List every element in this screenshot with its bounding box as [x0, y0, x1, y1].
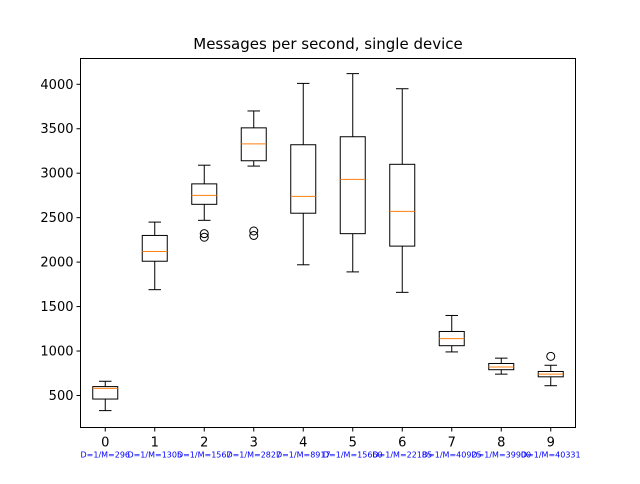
x-tick-label: 5 [349, 436, 357, 451]
y-tick-label: 4000 [40, 78, 73, 93]
plot-frame [80, 58, 576, 428]
y-tick-label: 500 [49, 389, 74, 404]
y-tick-label: 2500 [40, 211, 73, 226]
y-tick-label: 2000 [40, 256, 73, 271]
y-axis: 500 1000 1500 2000 2500 3000 3500 4000 [40, 78, 81, 404]
x-sub-label: D=1/M=22185 [372, 451, 432, 460]
y-tick-label: 3000 [40, 167, 73, 182]
x-sub-label: D=1/M=40925 [422, 451, 482, 460]
y-tick-label: 1000 [40, 345, 73, 360]
outlier-point [199, 232, 209, 242]
x-tick-label: 3 [250, 436, 258, 451]
iqr-box [92, 386, 119, 400]
x-axis: 0D=1/M=2961D=1/M=13052D=1/M=15673D=1/M=2… [80, 427, 581, 460]
x-tick-label: 6 [398, 436, 406, 451]
iqr-box [290, 144, 317, 214]
outlier-point [546, 351, 556, 361]
x-sub-label: D=1/M=15660 [323, 451, 383, 460]
box-6 [389, 88, 416, 293]
y-tick-label: 1500 [40, 300, 73, 315]
box-7 [438, 314, 465, 353]
y-tick-label: 3500 [40, 122, 73, 137]
iqr-box [191, 183, 218, 205]
plot-area [92, 73, 564, 412]
x-tick-label: 7 [448, 436, 456, 451]
x-tick-label: 4 [299, 436, 307, 451]
x-sub-label: D=1/M=1567 [177, 451, 232, 460]
x-sub-label: D=1/M=8917 [276, 451, 331, 460]
box-4 [290, 82, 317, 266]
outlier-point [249, 230, 259, 240]
x-sub-label: D=1/M=2827 [226, 451, 281, 460]
iqr-box [339, 136, 366, 235]
box-1 [141, 221, 168, 291]
iqr-box [141, 234, 168, 262]
x-sub-label: D=1/M=296 [80, 451, 130, 460]
box-9 [537, 351, 564, 387]
iqr-box [389, 163, 416, 247]
box-5 [339, 73, 366, 273]
x-tick-label: 9 [547, 436, 555, 451]
x-tick-label: 0 [101, 436, 109, 451]
chart-title: Messages per second, single device [193, 35, 463, 53]
x-sub-label: D=1/M=1305 [127, 451, 182, 460]
box-0 [92, 380, 119, 412]
outlier-point [249, 226, 259, 236]
outlier-point [199, 229, 209, 239]
x-tick-label: 2 [200, 436, 208, 451]
x-sub-label: D=1/M=40331 [521, 451, 581, 460]
box-2 [191, 164, 218, 242]
x-sub-label: D=1/M=39900 [471, 451, 531, 460]
x-tick-label: 8 [497, 436, 505, 451]
x-tick-label: 1 [151, 436, 159, 451]
box-3 [240, 110, 267, 240]
box-8 [488, 357, 515, 375]
